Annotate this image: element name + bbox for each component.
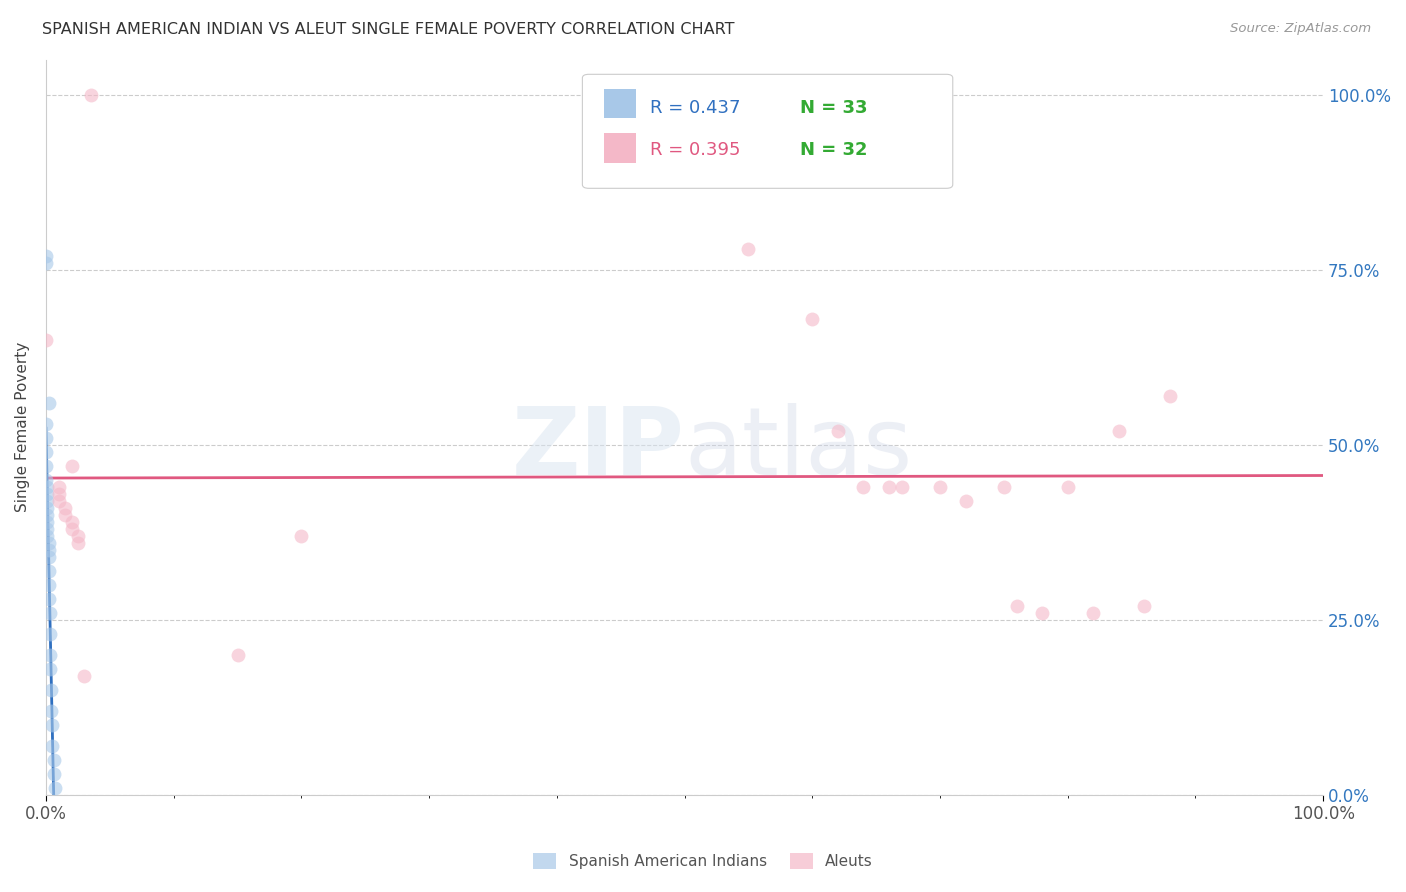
- Bar: [605, 133, 636, 162]
- Point: [35, 417, 58, 431]
- Point: [852, 480, 875, 494]
- Point: [1108, 424, 1130, 438]
- Point: [60, 515, 83, 529]
- Point: [290, 529, 312, 543]
- Point: [38, 564, 60, 578]
- Point: [1056, 480, 1078, 494]
- Point: [1005, 599, 1028, 613]
- Text: N = 32: N = 32: [800, 141, 868, 159]
- Point: [1159, 389, 1181, 403]
- Point: [38, 536, 60, 550]
- Point: [39, 704, 62, 718]
- Point: [66, 529, 89, 543]
- Point: [37, 508, 59, 522]
- Point: [1133, 599, 1156, 613]
- Point: [38, 396, 60, 410]
- Point: [38, 606, 60, 620]
- Point: [38, 542, 60, 557]
- Point: [35, 445, 58, 459]
- Point: [827, 424, 849, 438]
- Point: [66, 536, 89, 550]
- Point: [929, 480, 952, 494]
- Point: [60, 458, 83, 473]
- Point: [73, 669, 96, 683]
- Point: [41, 718, 63, 732]
- Point: [37, 480, 59, 494]
- Legend: Spanish American Indians, Aleuts: Spanish American Indians, Aleuts: [527, 847, 879, 875]
- Text: N = 33: N = 33: [800, 99, 868, 117]
- FancyBboxPatch shape: [582, 74, 953, 188]
- Point: [37, 529, 59, 543]
- Point: [38, 578, 60, 592]
- Text: R = 0.395: R = 0.395: [650, 141, 741, 159]
- Point: [42, 753, 65, 767]
- Point: [37, 515, 59, 529]
- Point: [35, 431, 58, 445]
- Point: [737, 242, 759, 256]
- Bar: [605, 89, 636, 119]
- Point: [877, 480, 900, 494]
- Point: [955, 494, 977, 508]
- Point: [79, 87, 101, 102]
- Text: ZIP: ZIP: [512, 403, 685, 495]
- Point: [35, 256, 58, 270]
- Text: Source: ZipAtlas.com: Source: ZipAtlas.com: [1230, 22, 1371, 36]
- Point: [1083, 606, 1105, 620]
- Point: [37, 522, 59, 536]
- Point: [37, 494, 59, 508]
- Point: [53, 508, 76, 522]
- Point: [35, 458, 58, 473]
- Point: [38, 648, 60, 662]
- Point: [37, 500, 59, 515]
- Point: [35, 333, 58, 347]
- Point: [801, 311, 824, 326]
- Text: SPANISH AMERICAN INDIAN VS ALEUT SINGLE FEMALE POVERTY CORRELATION CHART: SPANISH AMERICAN INDIAN VS ALEUT SINGLE …: [42, 22, 735, 37]
- Point: [37, 487, 59, 501]
- Y-axis label: Single Female Poverty: Single Female Poverty: [15, 343, 30, 513]
- Point: [38, 662, 60, 676]
- Point: [42, 767, 65, 781]
- Point: [53, 500, 76, 515]
- Point: [35, 473, 58, 487]
- Point: [38, 591, 60, 606]
- Text: R = 0.437: R = 0.437: [650, 99, 741, 117]
- Point: [48, 480, 70, 494]
- Point: [38, 549, 60, 564]
- Point: [226, 648, 249, 662]
- Point: [41, 739, 63, 753]
- Text: atlas: atlas: [685, 403, 912, 495]
- Point: [38, 627, 60, 641]
- Point: [35, 249, 58, 263]
- Point: [1031, 606, 1053, 620]
- Point: [48, 487, 70, 501]
- Point: [44, 780, 66, 795]
- Point: [890, 480, 912, 494]
- Point: [776, 171, 799, 186]
- Point: [60, 522, 83, 536]
- Point: [39, 683, 62, 698]
- Point: [993, 480, 1015, 494]
- Point: [48, 494, 70, 508]
